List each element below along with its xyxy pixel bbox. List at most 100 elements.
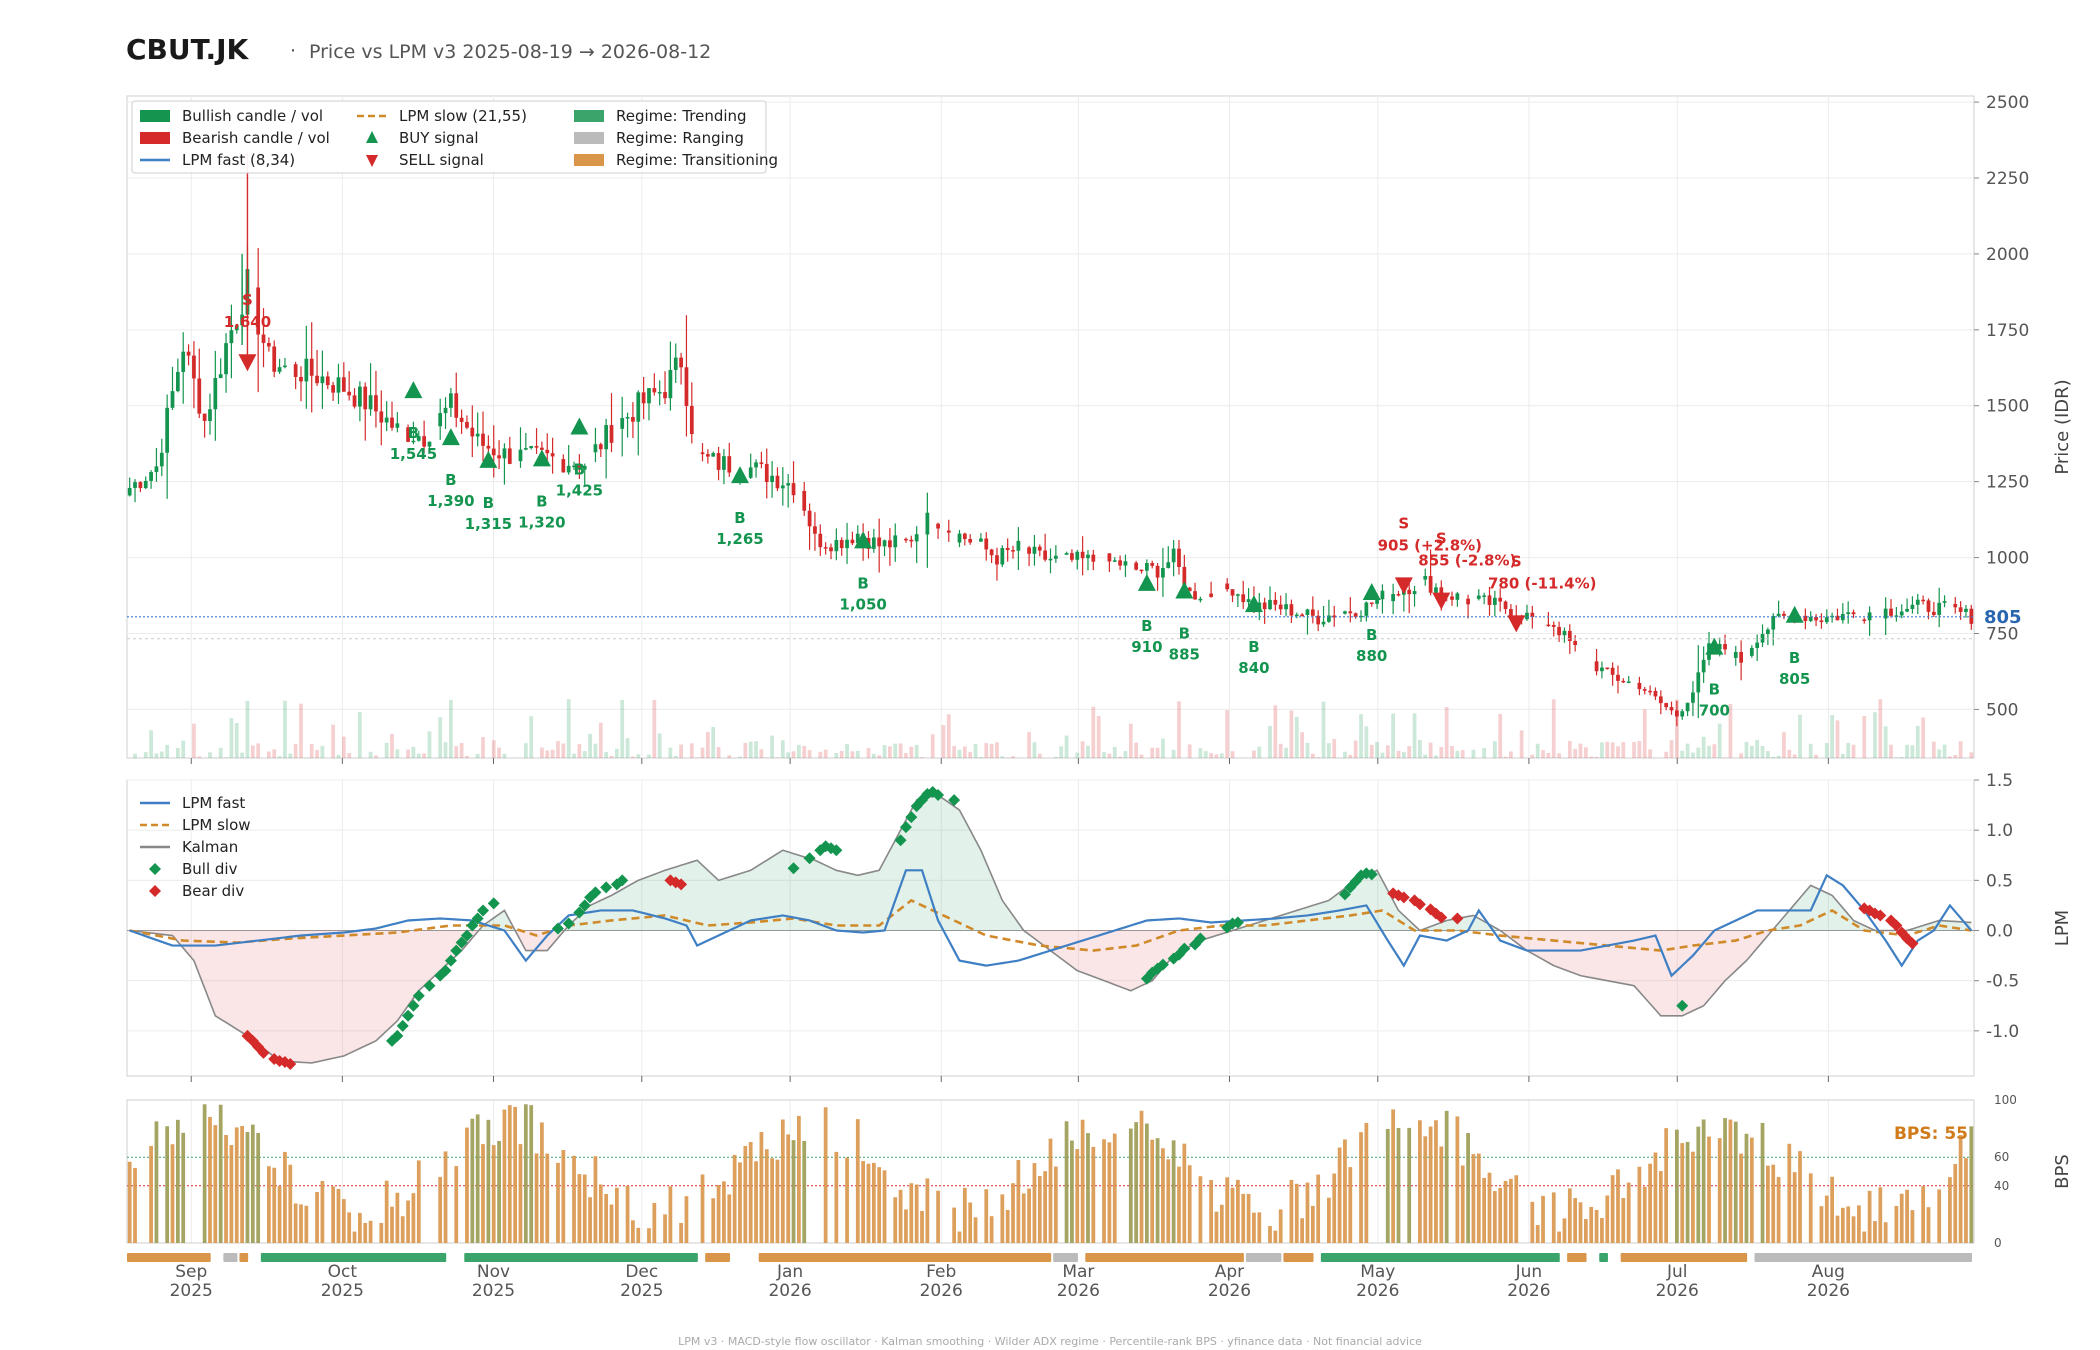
volume-bar <box>1161 738 1165 758</box>
bps-bar <box>1648 1163 1652 1243</box>
price-legend: Bullish candle / vol Bearish candle / vol… <box>131 100 778 174</box>
volume-bar <box>1621 742 1626 758</box>
volume-bar <box>657 733 662 758</box>
volume-bar <box>689 743 694 758</box>
candle-body <box>1332 615 1337 618</box>
volume-bar <box>711 726 716 758</box>
bps-bar <box>1535 1224 1540 1243</box>
bps-bar <box>1551 1192 1556 1243</box>
volume-bar <box>1037 753 1042 758</box>
volume-bar <box>422 753 426 758</box>
candle-body <box>1359 615 1363 618</box>
volume-bar <box>481 737 485 758</box>
bps-bar <box>1070 1140 1074 1243</box>
volume-bar <box>159 751 164 758</box>
sell-signal-label: 780 (-11.4%) <box>1488 574 1597 592</box>
candle-body <box>224 343 228 375</box>
volume-bar <box>1230 751 1235 758</box>
candle-body <box>1498 597 1503 602</box>
volume-bar <box>459 743 464 758</box>
candle-body <box>165 407 170 453</box>
bps-bar <box>1675 1129 1679 1243</box>
volume-bar <box>390 733 394 758</box>
bps-bar <box>593 1156 598 1243</box>
volume-bar <box>1112 747 1117 758</box>
candle-body <box>379 411 384 423</box>
volume-bar <box>572 753 576 758</box>
candle-body <box>888 540 892 548</box>
bps-bar <box>1171 1140 1176 1243</box>
candle-body <box>829 547 833 552</box>
volume-bar <box>1096 716 1101 758</box>
bps-bar <box>598 1184 603 1243</box>
candle-body <box>1701 659 1706 673</box>
candle-body <box>1605 667 1610 670</box>
bps-current-label: BPS: 55 <box>1894 1124 1968 1144</box>
legend-swatch <box>366 131 378 143</box>
bps-bar <box>1327 1197 1331 1243</box>
volume-bar <box>1931 741 1936 758</box>
bps-bar <box>1257 1212 1262 1243</box>
candle-body <box>705 454 710 457</box>
candle-body <box>625 417 630 419</box>
candle-body <box>652 388 657 393</box>
bps-bar <box>1144 1123 1149 1243</box>
candle-body <box>186 351 191 356</box>
volume-bar <box>443 742 448 758</box>
volume-bar <box>1423 754 1428 758</box>
legend-entry: Kalman <box>182 838 238 856</box>
candle-body <box>834 540 839 552</box>
bps-bar <box>1824 1195 1829 1243</box>
bps-bar <box>1043 1171 1048 1243</box>
volume-bar <box>497 747 501 758</box>
bps-bar <box>614 1187 619 1243</box>
bear-div-marker <box>257 1046 270 1059</box>
sell-signal-label: 1,640 <box>224 313 271 331</box>
candle-body <box>754 462 758 468</box>
volume-bar <box>1787 749 1792 758</box>
candle-body <box>336 377 341 393</box>
bull-div-marker <box>1676 999 1689 1012</box>
bull-div-marker <box>1178 942 1191 955</box>
candle-body <box>1739 652 1743 663</box>
volume-bar <box>1910 745 1915 758</box>
bull-div-marker <box>439 964 452 977</box>
volume-bar <box>1134 742 1139 758</box>
bps-bar <box>1310 1205 1315 1243</box>
bps-bar <box>1637 1166 1642 1243</box>
buy-signal-label: 1,390 <box>427 492 474 510</box>
bps-bar <box>1364 1123 1369 1243</box>
bps-bar <box>1680 1143 1685 1243</box>
volume-bar <box>550 749 555 758</box>
volume-bar <box>1535 743 1540 758</box>
bps-bar <box>1337 1147 1342 1243</box>
volume-bar <box>336 754 341 758</box>
volume-bar <box>1080 741 1085 758</box>
bps-bar <box>1840 1207 1845 1243</box>
volume-bar <box>240 752 244 758</box>
volume-bar <box>791 751 796 758</box>
volume-bar <box>1942 744 1947 758</box>
candle-body <box>1321 621 1326 625</box>
sell-signal-marker <box>238 354 257 372</box>
bps-bar <box>202 1104 207 1243</box>
bps-bar <box>1701 1119 1706 1243</box>
volume-bar <box>1321 701 1326 758</box>
bps-bar <box>679 1222 683 1243</box>
volume-bar <box>1273 705 1278 758</box>
candle-body <box>1819 620 1824 623</box>
candle-body <box>1144 563 1149 571</box>
candle-body <box>1594 661 1599 672</box>
buy-signal-label: 1,050 <box>839 595 886 613</box>
candle-body <box>1353 613 1358 618</box>
bps-bar <box>652 1203 657 1243</box>
date-year-label: 2025 <box>620 1281 663 1301</box>
bps-bar <box>1723 1118 1727 1243</box>
candle-body <box>1123 561 1128 566</box>
candle-body <box>208 409 212 421</box>
candle-body <box>598 444 603 450</box>
bps-bar <box>668 1186 673 1243</box>
bps-bar <box>1107 1142 1112 1243</box>
bps-bar <box>1626 1182 1631 1243</box>
bps-bar <box>1396 1127 1401 1243</box>
